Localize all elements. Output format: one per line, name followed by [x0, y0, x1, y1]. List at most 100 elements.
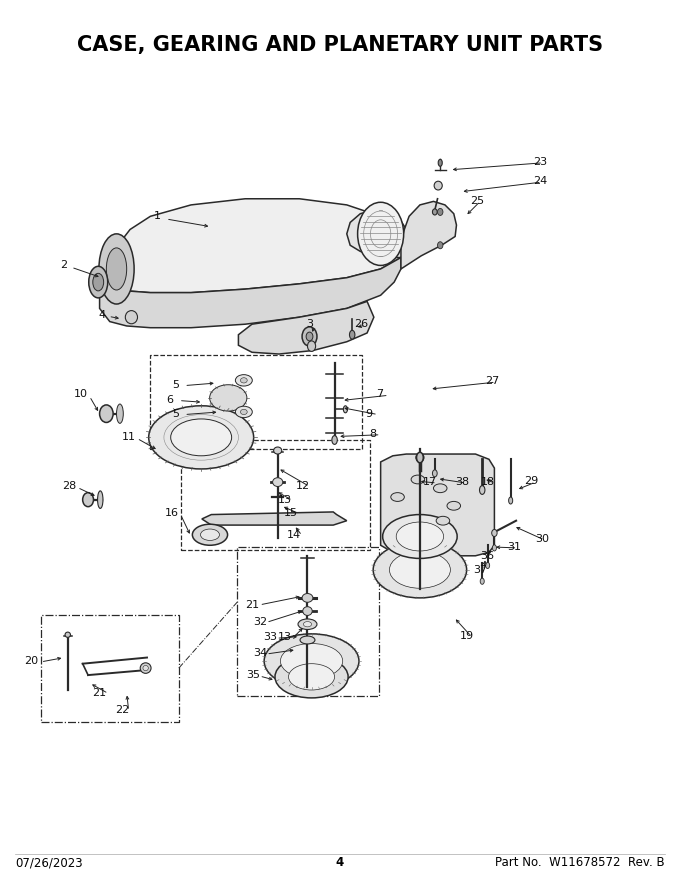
Ellipse shape	[241, 409, 248, 414]
Ellipse shape	[437, 209, 443, 216]
Ellipse shape	[373, 542, 466, 598]
Ellipse shape	[486, 562, 490, 568]
Ellipse shape	[492, 545, 496, 551]
Polygon shape	[381, 454, 494, 556]
Text: 30: 30	[534, 534, 549, 544]
Ellipse shape	[171, 419, 232, 456]
Ellipse shape	[92, 274, 103, 291]
Text: 37: 37	[473, 565, 488, 575]
Text: 10: 10	[74, 389, 88, 400]
Ellipse shape	[140, 663, 151, 673]
Ellipse shape	[358, 202, 404, 266]
Text: 27: 27	[486, 377, 500, 386]
Ellipse shape	[432, 470, 437, 477]
Ellipse shape	[396, 522, 443, 551]
Text: 21: 21	[92, 687, 107, 698]
Ellipse shape	[437, 242, 443, 249]
Text: 6: 6	[166, 394, 173, 405]
Ellipse shape	[149, 406, 254, 469]
Ellipse shape	[416, 453, 424, 462]
Ellipse shape	[303, 606, 312, 615]
Ellipse shape	[509, 497, 513, 504]
Ellipse shape	[307, 341, 316, 351]
Text: 38: 38	[455, 477, 469, 488]
Text: 20: 20	[24, 656, 38, 666]
Text: 14: 14	[287, 530, 301, 539]
Text: CASE, GEARING AND PLANETARY UNIT PARTS: CASE, GEARING AND PLANETARY UNIT PARTS	[77, 35, 603, 55]
Ellipse shape	[65, 632, 71, 637]
Text: 11: 11	[122, 432, 136, 443]
Ellipse shape	[99, 405, 113, 422]
Ellipse shape	[116, 404, 123, 423]
Polygon shape	[99, 258, 401, 327]
Ellipse shape	[209, 385, 247, 411]
Text: 25: 25	[470, 195, 484, 206]
Text: 23: 23	[532, 157, 547, 167]
Ellipse shape	[235, 407, 252, 418]
Ellipse shape	[350, 330, 355, 339]
Ellipse shape	[383, 515, 457, 559]
Ellipse shape	[438, 159, 442, 166]
Text: 15: 15	[284, 508, 299, 517]
Text: 8: 8	[369, 429, 376, 439]
Text: 5: 5	[173, 380, 180, 390]
Ellipse shape	[106, 248, 126, 290]
Ellipse shape	[306, 332, 313, 341]
Text: 33: 33	[263, 633, 277, 642]
Ellipse shape	[434, 181, 442, 190]
Text: 5: 5	[173, 408, 180, 419]
Ellipse shape	[125, 311, 137, 324]
Text: 13: 13	[277, 633, 292, 642]
Text: 18: 18	[481, 477, 494, 488]
Ellipse shape	[411, 475, 424, 484]
Ellipse shape	[391, 493, 405, 502]
Ellipse shape	[343, 406, 347, 413]
Text: 07/26/2023: 07/26/2023	[15, 856, 82, 869]
Ellipse shape	[99, 234, 134, 304]
Ellipse shape	[300, 636, 315, 644]
Text: 1: 1	[154, 211, 160, 221]
Ellipse shape	[479, 486, 485, 495]
Text: 9: 9	[366, 408, 373, 419]
Ellipse shape	[390, 552, 450, 588]
Ellipse shape	[201, 529, 220, 540]
Ellipse shape	[288, 664, 335, 690]
Text: 13: 13	[277, 495, 292, 504]
Text: 35: 35	[246, 670, 260, 680]
Ellipse shape	[97, 491, 103, 509]
Polygon shape	[202, 512, 347, 525]
Ellipse shape	[417, 452, 423, 463]
Ellipse shape	[264, 634, 359, 688]
Text: 17: 17	[422, 477, 437, 488]
Text: 3: 3	[306, 319, 313, 329]
Ellipse shape	[432, 209, 437, 215]
Ellipse shape	[298, 619, 317, 629]
Ellipse shape	[433, 484, 447, 493]
Ellipse shape	[273, 478, 283, 487]
Ellipse shape	[192, 524, 228, 546]
Polygon shape	[401, 202, 456, 269]
Ellipse shape	[332, 436, 337, 444]
Text: 22: 22	[115, 705, 129, 715]
Ellipse shape	[89, 267, 107, 298]
Ellipse shape	[492, 530, 497, 537]
Ellipse shape	[241, 378, 248, 383]
Ellipse shape	[275, 656, 348, 698]
Text: Part No.  W11678572  Rev. B: Part No. W11678572 Rev. B	[496, 856, 665, 869]
Ellipse shape	[83, 493, 93, 507]
Text: 19: 19	[460, 631, 475, 641]
Polygon shape	[239, 301, 374, 354]
Text: 36: 36	[480, 551, 494, 561]
Text: 32: 32	[253, 617, 267, 627]
Text: 4: 4	[98, 310, 105, 319]
Ellipse shape	[303, 621, 311, 627]
Ellipse shape	[447, 502, 460, 510]
Ellipse shape	[143, 665, 148, 671]
Text: 7: 7	[376, 389, 383, 400]
Ellipse shape	[235, 375, 252, 386]
Text: 26: 26	[354, 319, 369, 329]
Text: 24: 24	[532, 176, 547, 187]
Text: 28: 28	[62, 480, 76, 491]
Text: 31: 31	[507, 542, 521, 552]
Text: 16: 16	[165, 508, 179, 517]
